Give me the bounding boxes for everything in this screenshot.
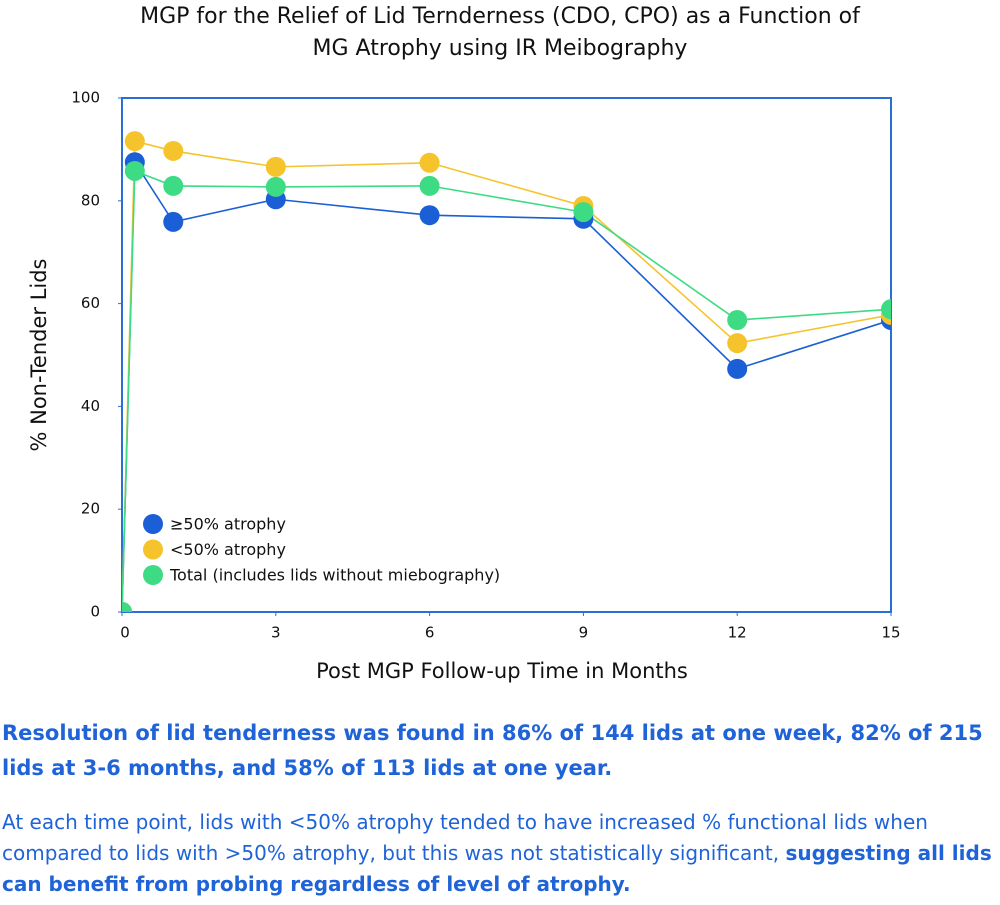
data-point <box>163 211 184 232</box>
y-tick-label: 80 <box>81 191 100 209</box>
y-axis-label: % Non-Tender Lids <box>27 259 51 452</box>
x-tick-label: 0 <box>120 624 130 642</box>
caption-body: At each time point, lids with <50% atrop… <box>2 807 998 900</box>
plot-frame <box>121 97 892 613</box>
data-point <box>727 310 748 331</box>
x-tick-label: 15 <box>881 624 900 642</box>
chart-title: MGP for the Relief of Lid Ternderness (C… <box>140 4 861 29</box>
y-tick-label: 100 <box>71 89 100 107</box>
data-point <box>163 175 184 196</box>
y-tick-label: 40 <box>81 397 100 415</box>
data-point <box>419 205 440 226</box>
x-tick-label: 12 <box>728 624 747 642</box>
plot-area <box>122 131 891 612</box>
caption-text: At each time point, lids with <50% atrop… <box>2 810 928 865</box>
data-point <box>124 160 145 181</box>
legend-marker <box>143 565 163 585</box>
chart: MGP for the Relief of Lid Ternderness (C… <box>27 4 901 683</box>
y-tick-label: 0 <box>90 603 100 621</box>
data-point <box>727 358 748 379</box>
y-tick-label: 20 <box>81 500 100 518</box>
legend-label: Total (includes lids without miebography… <box>169 566 500 585</box>
x-axis-label: Post MGP Follow-up Time in Months <box>316 659 688 683</box>
x-tick-label: 6 <box>425 624 435 642</box>
data-point <box>122 602 132 612</box>
legend-label: ≥50% atrophy <box>170 515 286 534</box>
data-point <box>265 176 286 197</box>
caption-headline: Resolution of lid tenderness was found i… <box>2 721 983 780</box>
data-point <box>727 333 748 354</box>
legend-marker <box>143 514 163 534</box>
y-tick-label: 60 <box>81 294 100 312</box>
data-point <box>419 152 440 173</box>
legend-label: <50% atrophy <box>170 540 286 559</box>
chart-subtitle: MG Atrophy using IR Meibography <box>313 36 688 61</box>
data-point <box>573 202 594 223</box>
legend-marker <box>143 539 163 560</box>
data-point <box>265 156 286 177</box>
data-point <box>881 299 891 320</box>
x-tick-label: 3 <box>271 624 281 642</box>
x-tick-label: 9 <box>579 624 589 642</box>
data-point <box>124 131 145 152</box>
data-point <box>163 140 184 161</box>
caption-emphasis: suggesting all lids can benefit from pro… <box>2 841 992 896</box>
data-point <box>419 175 440 196</box>
